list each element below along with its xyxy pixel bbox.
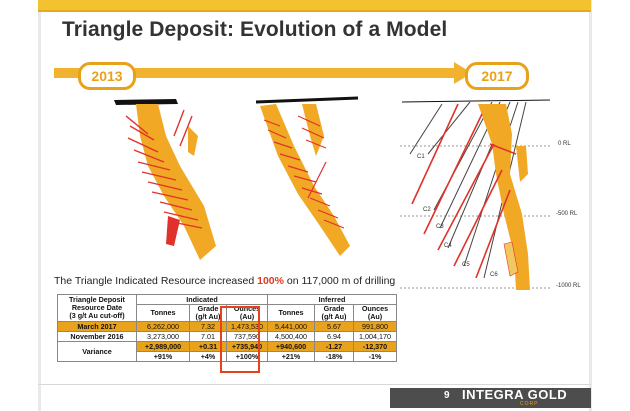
slide-right-edge bbox=[589, 0, 592, 411]
rl-label-500: -500 RL bbox=[556, 211, 578, 217]
row-label: March 2017 bbox=[57, 321, 137, 332]
ounces-highlight-box bbox=[220, 306, 260, 373]
slide-left-edge bbox=[38, 0, 41, 411]
col-inf-grade: Grade (g/t Au) bbox=[314, 304, 354, 322]
cell-inf-tonnes: 5,441,000 bbox=[267, 321, 315, 332]
core-label-c4: C4 bbox=[444, 243, 452, 249]
pct-inf-tonnes: +21% bbox=[267, 351, 315, 362]
core-label-c1: C1 bbox=[417, 154, 425, 160]
cell-ind-tonnes: 6,262,000 bbox=[136, 321, 190, 332]
core-label-c5: C5 bbox=[462, 262, 470, 268]
section-2013-diagram bbox=[114, 99, 216, 260]
rl-label-0: 0 RL bbox=[558, 141, 571, 147]
corner-line-1: Triangle Deposit bbox=[69, 295, 125, 304]
section-interim-diagram bbox=[255, 96, 359, 256]
slide-top-band bbox=[38, 0, 591, 10]
cell-ind-tonnes: 3,273,000 bbox=[136, 331, 190, 342]
page-number: 9 bbox=[444, 390, 450, 401]
table-row: March 2017 6,262,000 7.32 1,473,530 5,44… bbox=[57, 321, 397, 332]
col-ind-grade-l1: Grade bbox=[197, 304, 219, 313]
table-corner-header: Triangle Deposit Resource Date (3 g/t Au… bbox=[57, 294, 137, 322]
company-logo: INTEGRA GOLD bbox=[462, 387, 568, 402]
pct-ind-tonnes: +91% bbox=[136, 351, 190, 362]
year-2017-label: 2017 bbox=[465, 62, 529, 90]
col-ind-tonnes: Tonnes bbox=[136, 304, 190, 322]
col-inf-tonnes: Tonnes bbox=[267, 304, 315, 322]
pct-inf-ounces: -1% bbox=[353, 351, 397, 362]
col-ind-grade-l2: (g/t Au) bbox=[195, 312, 221, 321]
slide-title: Triangle Deposit: Evolution of a Model bbox=[62, 18, 448, 41]
pct-inf-grade: -18% bbox=[314, 351, 354, 362]
col-ind-ounces-l1: Ounces bbox=[233, 304, 261, 313]
col-inf-grade-l1: Grade bbox=[323, 304, 345, 313]
company-logo-sub: CORP bbox=[520, 401, 539, 407]
col-inf-ounces-l2: (Au) bbox=[367, 312, 383, 321]
corner-line-2: Resource Date bbox=[71, 303, 123, 312]
var-inf-grade: -1.27 bbox=[314, 341, 354, 352]
footer-divider bbox=[38, 384, 591, 385]
timeline-arrow bbox=[54, 62, 472, 84]
variance-label: Variance bbox=[57, 341, 137, 362]
cell-inf-grade: 6.94 bbox=[314, 331, 354, 342]
resource-table: Triangle Deposit Resource Date (3 g/t Au… bbox=[57, 294, 397, 362]
cell-inf-ounces: 991,800 bbox=[353, 321, 397, 332]
col-inf-ounces: Ounces (Au) bbox=[353, 304, 397, 322]
section-2017-diagram bbox=[400, 99, 551, 290]
col-ind-ounces-l2: (Au) bbox=[239, 312, 255, 321]
statement-highlight: 100% bbox=[257, 275, 284, 287]
var-inf-ounces: -12,370 bbox=[353, 341, 397, 352]
header-inferred: Inferred bbox=[267, 294, 397, 305]
header-indicated: Indicated bbox=[136, 294, 268, 305]
table-row-variance-pct: +91% +4% +100% +21% -18% -1% bbox=[58, 351, 397, 362]
slide-top-band-accent bbox=[38, 10, 591, 12]
table-row-variance: Variance +2,989,000 +0.31 +735,940 +940,… bbox=[57, 341, 397, 362]
statement-after: on 117,000 m of drilling bbox=[283, 275, 396, 287]
row-label: November 2016 bbox=[57, 331, 137, 342]
col-inf-grade-l2: (g/t Au) bbox=[321, 312, 347, 321]
cell-inf-ounces: 1,004,170 bbox=[353, 331, 397, 342]
resource-statement: The Triangle Indicated Resource increase… bbox=[54, 275, 395, 287]
col-ind-ounces: Ounces (Au) bbox=[226, 304, 268, 322]
var-inf-tonnes: +940,600 bbox=[267, 341, 315, 352]
footer-band bbox=[390, 388, 591, 408]
core-label-c6: C6 bbox=[490, 272, 498, 278]
rl-label-1000: -1000 RL bbox=[556, 283, 581, 289]
cell-inf-grade: 5.67 bbox=[314, 321, 354, 332]
col-ind-grade: Grade (g/t Au) bbox=[189, 304, 227, 322]
core-label-c3: C3 bbox=[436, 224, 444, 230]
year-2013-label: 2013 bbox=[78, 62, 136, 90]
col-inf-ounces-l1: Ounces bbox=[361, 304, 389, 313]
statement-before: The Triangle Indicated Resource increase… bbox=[54, 275, 258, 287]
cell-inf-tonnes: 4,500,400 bbox=[267, 331, 315, 342]
core-label-c2: C2 bbox=[423, 207, 431, 213]
var-ind-tonnes: +2,989,000 bbox=[136, 341, 190, 352]
corner-line-3: (3 g/t Au cut-off) bbox=[69, 311, 125, 320]
